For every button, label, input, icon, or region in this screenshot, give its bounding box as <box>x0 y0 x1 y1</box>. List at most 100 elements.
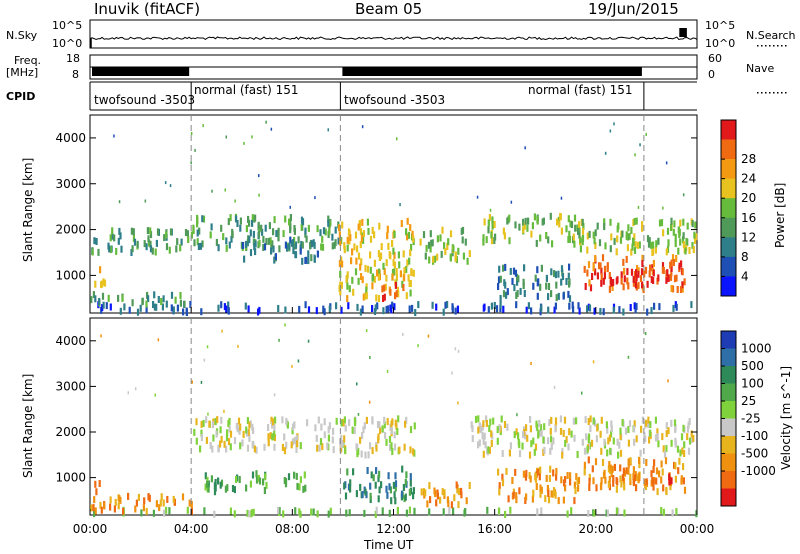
legend-dots <box>785 45 787 47</box>
y-tick-label: 3000 <box>55 379 86 393</box>
legend-dots <box>765 92 767 94</box>
colorbar-tick-label: 25 <box>741 394 756 408</box>
x-tick-label: 04:00 <box>174 522 209 536</box>
power-panel <box>89 114 698 314</box>
colorbar-tick-label: 1000 <box>741 342 772 356</box>
cpid-segment-label: twofsound -3503 <box>344 93 446 107</box>
colorbar-tick-label: 12 <box>741 230 756 244</box>
power-colorbar-label: Power [dB] <box>773 182 787 248</box>
legend-dots <box>761 45 763 47</box>
colorbar-cell <box>721 159 736 179</box>
colorbar-tick-label: 28 <box>741 152 756 166</box>
y-tick-label: 2000 <box>55 223 86 237</box>
colorbar-tick-label: 4 <box>741 269 749 283</box>
colorbar-cell <box>721 139 736 160</box>
colorbar-cell <box>721 383 736 402</box>
colorbar-cell <box>721 276 736 297</box>
freq-unit: [MHz] <box>6 66 39 79</box>
legend-dots <box>781 92 783 94</box>
cpid-segment-label: normal (fast) 151 <box>528 83 633 97</box>
nsearch-trace <box>679 28 687 37</box>
colorbar-tick-label: 16 <box>741 211 756 225</box>
colorbar-cell <box>721 198 736 219</box>
x-tick-label: 00:00 <box>680 522 715 536</box>
y-tick-label: 4000 <box>55 131 86 145</box>
legend-dots <box>781 45 783 47</box>
station-title: Inuvik (fitACF) <box>94 0 201 18</box>
legend-dots <box>757 45 759 47</box>
colorbar-tick-label: 20 <box>741 191 756 205</box>
colorbar-cell <box>721 401 736 419</box>
colorbar-cell <box>721 453 736 472</box>
colorbar-cell <box>721 178 736 199</box>
power-ylabel: Slant Range [km] <box>21 157 35 262</box>
legend-dots <box>769 92 771 94</box>
y-tick-label: 2000 <box>55 425 86 439</box>
y-tick-label: 1000 <box>55 268 86 282</box>
nave-trace <box>342 67 642 76</box>
velocity-data <box>90 323 698 518</box>
cpid-segment-label: twofsound -3503 <box>94 93 196 107</box>
colorbar-cell <box>721 348 736 367</box>
velocity-ylabel: Slant Range [km] <box>21 373 35 478</box>
y-tick-label: 3000 <box>55 177 86 191</box>
nave-label: Nave <box>746 62 775 75</box>
legend-dots <box>761 92 763 94</box>
cpid-segment-label: normal (fast) 151 <box>194 83 299 97</box>
colorbar-tick-label: 500 <box>741 359 764 373</box>
colorbar-tick-label: -500 <box>741 447 768 461</box>
x-tick-label: 08:00 <box>275 522 310 536</box>
nsky-label: N.Sky <box>6 29 38 42</box>
cpid-label: CPID <box>6 90 36 103</box>
colorbar-tick-label: 24 <box>741 172 756 186</box>
legend-dots <box>773 92 775 94</box>
y-tick-label: 4000 <box>55 334 86 348</box>
colorbar-cell <box>721 120 736 140</box>
colorbar-tick-label: 100 <box>741 377 764 391</box>
colorbar-cell <box>721 418 736 437</box>
nave-tick-top: 60 <box>708 52 722 65</box>
nsky-tick-top: 10^5 <box>52 19 83 32</box>
velocity-colorbar-label: Velocity [m s^-1] <box>779 365 793 470</box>
colorbar-tick-label: -25 <box>741 412 761 426</box>
colorbar-cell <box>721 436 736 454</box>
nave-trace <box>92 67 190 76</box>
x-tick-label: 16:00 <box>477 522 512 536</box>
legend-dots <box>757 92 759 94</box>
x-tick-label: 00:00 <box>73 522 108 536</box>
colorbar-cell <box>721 488 736 507</box>
nsearch-tick-bottom: 10^0 <box>705 37 736 50</box>
legend-dots <box>777 92 779 94</box>
legend-dots <box>777 45 779 47</box>
x-tick-label: 12:00 <box>376 522 411 536</box>
date-title: 19/Jun/2015 <box>588 0 679 18</box>
y-tick-label: 1000 <box>55 471 86 485</box>
colorbar-frame <box>720 119 737 297</box>
x-axis-label: Time UT <box>364 538 414 552</box>
x-tick-label: 20:00 <box>579 522 614 536</box>
colorbar-tick-label: -1000 <box>741 464 776 478</box>
legend-dots <box>785 92 787 94</box>
nsearch-label: N.Search <box>746 29 796 42</box>
colorbar-tick-label: -100 <box>741 429 768 443</box>
freq-label: Freq. <box>14 54 42 67</box>
beam-title: Beam 05 <box>355 0 423 18</box>
colorbar-cell <box>721 366 736 384</box>
nave-tick-bottom: 0 <box>708 68 715 81</box>
freq-tick-bottom: 8 <box>72 68 79 81</box>
colorbar-cell <box>721 331 736 349</box>
colorbar-tick-label: 8 <box>741 250 749 264</box>
nsearch-tick-top: 10^5 <box>705 19 736 32</box>
legend-dots <box>765 45 767 47</box>
power-data <box>90 120 698 316</box>
nsky-tick-bottom: 10^0 <box>52 37 83 50</box>
colorbar-cell <box>721 217 736 238</box>
nsky-trace <box>89 36 698 41</box>
legend-dots <box>769 45 771 47</box>
nsky-panel <box>89 19 698 49</box>
colorbar-cell <box>721 237 736 258</box>
colorbar-cell <box>721 471 736 489</box>
colorbar-cell <box>721 256 736 277</box>
freq-tick-top: 18 <box>66 52 80 65</box>
